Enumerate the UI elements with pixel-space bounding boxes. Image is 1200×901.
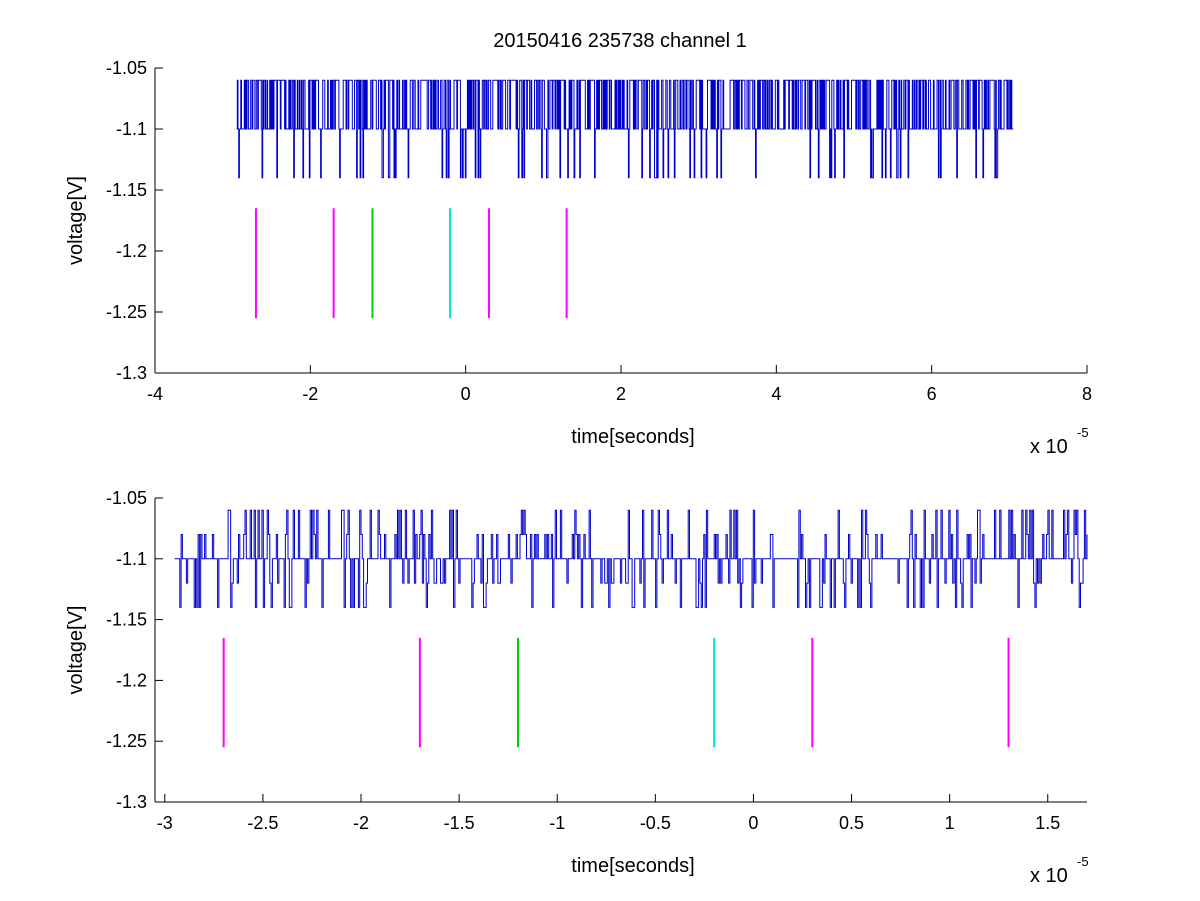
x-tick-label: 1.5 (1035, 813, 1060, 833)
bottom-plot-panel: -3 -2.5 -2 -1.5 -1 -0.5 0 0.5 1 1.5 -1.05 -1.1 -1.15… (65, 488, 1089, 887)
x-tick-label: 0 (461, 384, 471, 404)
x-multiplier-label: x 10 (1030, 436, 1068, 458)
y-tick-label: -1.05 (106, 58, 147, 78)
y-tick-label: -1.1 (116, 549, 147, 569)
signal-trace (236, 79, 1014, 179)
y-tick-label: -1.3 (116, 363, 147, 383)
x-tick-label: -2 (302, 384, 318, 404)
x-tick-label: -0.5 (640, 813, 671, 833)
x-axis-label: time[seconds] (571, 426, 694, 448)
x-multiplier-exponent: -5 (1077, 425, 1089, 440)
x-tick-label: -1 (549, 813, 565, 833)
x-tick-label: 0 (748, 813, 758, 833)
x-tick-label: 1 (945, 813, 955, 833)
y-axis-label: voltage[V] (65, 606, 87, 695)
x-tick-label: -4 (147, 384, 163, 404)
y-tick-label: -1.15 (106, 180, 147, 200)
y-tick-label: -1.25 (106, 731, 147, 751)
chart-title: 20150416 235738 channel 1 (493, 30, 747, 52)
x-multiplier-exponent: -5 (1077, 854, 1089, 869)
x-tick-label: 2 (616, 384, 626, 404)
x-axis-label: time[seconds] (571, 855, 694, 877)
y-tick-label: -1.25 (106, 302, 147, 322)
x-tick-label: 4 (771, 384, 781, 404)
x-multiplier-label: x 10 (1030, 865, 1068, 887)
y-tick-label: -1.2 (116, 670, 147, 690)
x-tick-label: -3 (157, 813, 173, 833)
y-tick-label: -1.1 (116, 119, 147, 139)
signal-trace (174, 509, 1088, 608)
x-tick-label: -2.5 (247, 813, 278, 833)
y-tick-label: -1.05 (106, 488, 147, 508)
y-tick-label: -1.15 (106, 610, 147, 630)
y-tick-label: -1.2 (116, 241, 147, 261)
x-tick-label: 6 (927, 384, 937, 404)
x-tick-label: 8 (1082, 384, 1092, 404)
x-tick-label: -1.5 (444, 813, 475, 833)
top-plot-panel: -4 -2 0 2 4 6 8 -1.05 -1.1 -1.15 -1.2 -1.25 -1.3 time… (65, 58, 1092, 458)
x-tick-label: -2 (353, 813, 369, 833)
y-tick-label: -1.3 (116, 792, 147, 812)
x-tick-label: 0.5 (839, 813, 864, 833)
y-axis-label: voltage[V] (65, 176, 87, 265)
